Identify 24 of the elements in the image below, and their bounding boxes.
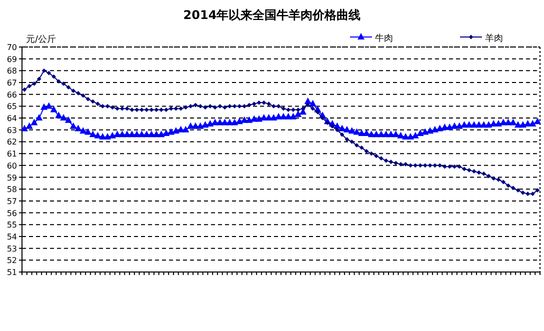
- y-tick-label: 61: [6, 150, 17, 159]
- y-tick-label: 68: [6, 66, 17, 76]
- y-tick-label: 54: [6, 232, 17, 242]
- y-tick-label: 67: [6, 78, 17, 88]
- y-tick-label: 51: [6, 268, 17, 277]
- legend-label: 羊肉: [485, 33, 503, 44]
- y-tick-label: 64: [6, 114, 17, 124]
- chart-title: 2014年以来全国牛羊肉价格曲线: [183, 8, 361, 22]
- y-axis-title: 元/公斤: [26, 34, 56, 45]
- y-tick-label: 52: [6, 256, 17, 266]
- y-tick-label: 70: [6, 43, 17, 52]
- y-tick-label: 66: [6, 90, 17, 100]
- y-tick-label: 56: [6, 208, 17, 218]
- y-tick-label: 57: [6, 196, 17, 206]
- y-tick-label: 62: [6, 138, 17, 147]
- y-tick-label: 65: [6, 102, 17, 112]
- y-tick-label: 63: [6, 126, 17, 135]
- y-tick-label: 60: [6, 161, 17, 170]
- y-tick-label: 59: [6, 173, 17, 182]
- legend-label: 牛肉: [375, 33, 393, 44]
- y-tick-label: 58: [6, 185, 17, 194]
- y-tick-label: 55: [6, 220, 17, 230]
- y-tick-label: 53: [6, 244, 17, 254]
- y-tick-label: 69: [6, 54, 17, 64]
